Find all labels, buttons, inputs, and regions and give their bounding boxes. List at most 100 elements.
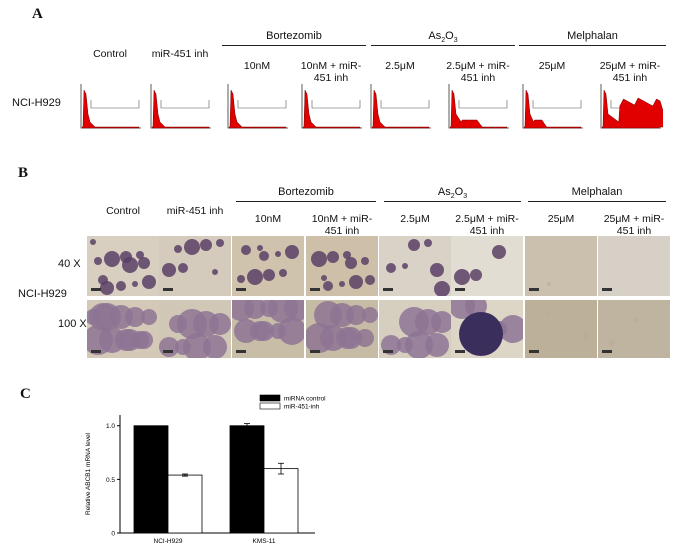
bar [133, 425, 169, 534]
column-label: 10nM + miR- 451 inh [300, 60, 362, 84]
histogram-plot [370, 84, 431, 129]
micrograph-cells [232, 300, 304, 353]
cell-colony [136, 251, 144, 259]
micrograph-cells [602, 288, 612, 291]
micrograph [306, 300, 378, 358]
micrograph-cells [529, 282, 551, 291]
cell-colony [142, 275, 156, 289]
cell-colony [386, 263, 396, 273]
group-label: Melphalan [567, 30, 618, 42]
histogram-plot [227, 84, 288, 129]
scale-bar [236, 288, 246, 291]
micrograph-cells [602, 318, 637, 353]
row-label-40x: 40 X [58, 258, 81, 270]
bar [263, 468, 299, 534]
cell-colony [609, 340, 615, 346]
cell-colony [162, 263, 176, 277]
histogram-fill [302, 89, 361, 129]
group-label: Bortezomib [266, 30, 322, 42]
x-tick-label: KMS-11 [253, 538, 276, 545]
scale-bar [455, 350, 465, 353]
cell-colony [408, 239, 420, 251]
cell-colony [583, 333, 589, 339]
group-underline [384, 201, 521, 202]
group-label: Bortezomib [278, 186, 334, 198]
column-label: 25μM [538, 60, 566, 72]
micrograph-cells [381, 307, 451, 358]
micrograph [598, 236, 670, 296]
cell-colony [454, 269, 470, 285]
group-label: Melphalan [571, 186, 623, 198]
column-label: 25μM + miR- 451 inh [599, 60, 661, 84]
micrograph [159, 236, 231, 296]
cell-colony [138, 257, 150, 269]
scale-bar [383, 350, 393, 353]
flow-histogram [367, 82, 433, 132]
cell-colony [125, 307, 145, 327]
scale-bar [602, 350, 612, 353]
histogram-plot [301, 84, 362, 129]
histogram-gate [532, 100, 582, 109]
cell-colony [633, 318, 637, 322]
cell-colony [346, 305, 366, 325]
legend-label: miR-451-inh [284, 404, 320, 411]
scale-bar [163, 288, 173, 291]
cell-colony [212, 269, 218, 275]
cell-colony [279, 269, 287, 277]
column-label: Control [93, 48, 127, 60]
column-label: 10nM + miR- 451 inh [311, 213, 373, 237]
cell-colony [183, 333, 211, 358]
histogram-plot [80, 84, 141, 129]
cell-colony [405, 331, 433, 358]
scale-bar [310, 350, 320, 353]
micrograph-cells [159, 309, 231, 358]
cell-colony [499, 315, 523, 343]
cell-colony [247, 269, 263, 285]
histogram-plot [522, 84, 583, 129]
panel-a-letter: A [32, 6, 43, 22]
scale-bar [310, 288, 320, 291]
cell-colony [547, 311, 551, 315]
scale-bar [236, 350, 246, 353]
column-label: 25μM [547, 213, 575, 225]
cell-colony [336, 327, 358, 349]
cell-colony [547, 282, 551, 286]
cell-colony [349, 275, 363, 289]
cell-colony [216, 239, 224, 247]
group-underline [528, 201, 666, 202]
micrograph-cells [383, 239, 450, 296]
legend-label: miRNA control [284, 396, 326, 403]
group-underline [371, 45, 515, 46]
cell-colony [492, 245, 506, 259]
cell-colony [356, 329, 374, 347]
micrograph [87, 236, 159, 296]
group-underline [222, 45, 366, 46]
cell-colony [470, 269, 482, 281]
y-axis-label: Relative ABCB1 mRNA level [85, 432, 92, 515]
cell-colony [259, 251, 269, 261]
column-label: miR-451 inh [151, 48, 209, 60]
cell-colony [237, 275, 245, 283]
legend-swatch [259, 394, 281, 402]
cell-colony [116, 281, 126, 291]
flow-histogram [224, 82, 290, 132]
micrograph-cells [310, 251, 375, 291]
scale-bar [91, 350, 101, 353]
group-underline [519, 45, 666, 46]
micrograph [306, 236, 378, 296]
cell-colony [339, 281, 345, 287]
cell-colony [285, 245, 299, 259]
cell-colony [284, 300, 304, 321]
histogram-gate [311, 100, 361, 109]
flow-histogram [597, 82, 669, 132]
column-label: 2.5μM + miR- 451 inh [455, 213, 519, 237]
panel-b-cell-line: NCI-H929 [18, 288, 67, 300]
histogram-plot [150, 84, 211, 129]
row-label-100x: 100 X [58, 318, 87, 330]
cell-colony [132, 281, 138, 287]
group-label: As2O3 [437, 186, 468, 201]
scale-bar [529, 288, 539, 291]
y-tick-label: 1.0 [106, 423, 115, 430]
cell-colony [104, 251, 120, 267]
cell-colony [321, 275, 327, 281]
